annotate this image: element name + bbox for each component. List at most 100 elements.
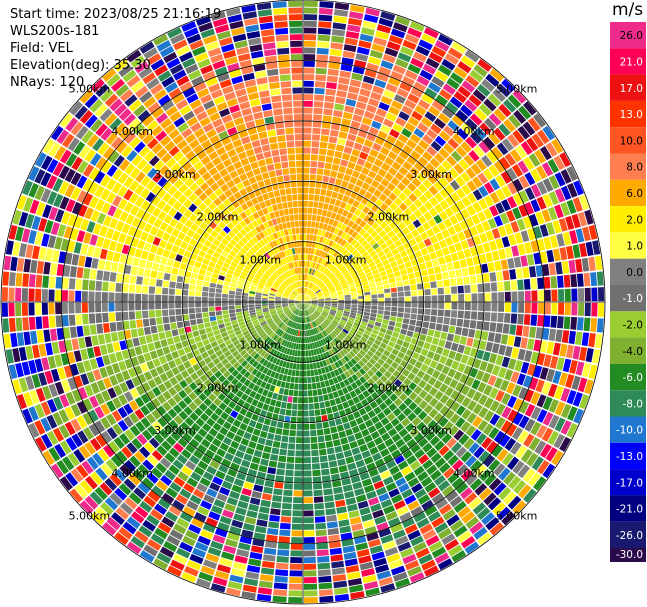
radar-gate: [500, 334, 509, 345]
radar-gate: [450, 192, 461, 203]
radar-gate: [262, 263, 269, 270]
radar-gate: [455, 146, 467, 158]
radar-gate: [265, 316, 272, 321]
radar-gate: [312, 389, 318, 396]
radar-gate: [128, 302, 135, 311]
radar-gate: [240, 393, 249, 402]
radar-gate: [474, 483, 488, 496]
radar-gate: [157, 176, 168, 188]
radar-gate: [323, 329, 329, 336]
radar-gate: [135, 385, 146, 396]
radar-gate: [407, 412, 417, 422]
radar-gate: [326, 281, 332, 287]
radar-gate: [392, 187, 402, 197]
radar-gate: [143, 326, 151, 336]
radar-gate: [195, 227, 205, 236]
radar-gate: [173, 523, 187, 535]
radar-gate: [384, 388, 394, 397]
radar-gate: [351, 523, 364, 532]
radar-gate: [315, 375, 320, 383]
radar-gate: [271, 333, 277, 340]
radar-gate: [364, 526, 377, 535]
radar-gate: [461, 408, 472, 420]
radar-gate: [341, 443, 351, 452]
radar-gate: [124, 459, 137, 473]
radar-gate: [327, 232, 334, 240]
radar-gate: [395, 477, 407, 487]
radar-gate: [520, 449, 533, 463]
radar-gate: [487, 218, 497, 230]
radar-gate: [221, 331, 228, 338]
radar-gate: [310, 295, 317, 299]
radar-gate: [558, 372, 568, 387]
radar-ray: [304, 152, 571, 302]
radar-gate: [336, 172, 345, 180]
radar-gate: [281, 299, 288, 302]
radar-gate: [220, 551, 235, 561]
radar-gate: [341, 282, 348, 287]
radar-gate: [210, 182, 220, 192]
radar-gate: [228, 302, 235, 306]
radar-gate: [282, 361, 287, 368]
radar-gate: [202, 338, 210, 346]
radar-gate: [128, 284, 136, 293]
radar-gate: [114, 468, 127, 482]
radar-gate: [362, 281, 369, 286]
radar-gate: [511, 347, 520, 359]
radar-gate: [99, 344, 108, 356]
radar-gate: [346, 503, 358, 512]
radar-gate: [313, 248, 317, 255]
radar-gate: [356, 46, 370, 56]
radar-gate: [268, 521, 280, 529]
radar-gate: [299, 310, 302, 317]
radar-gate: [193, 433, 204, 443]
radar-gate: [323, 169, 331, 177]
radar-gate: [145, 260, 153, 270]
radar-gate: [550, 276, 558, 289]
radar-gate: [73, 241, 82, 254]
radar-gate: [324, 260, 329, 267]
radar-gate: [227, 366, 236, 374]
radar-gate: [477, 172, 489, 185]
radar-gate: [272, 325, 278, 332]
radar-ray: [304, 303, 516, 526]
radar-gate: [499, 434, 511, 448]
radar-gate: [112, 168, 124, 181]
radar-gate: [456, 318, 464, 327]
radar-gate: [378, 492, 390, 503]
radar-gate: [345, 139, 355, 148]
radar-gate: [68, 278, 76, 290]
radar-gate: [329, 197, 337, 205]
radar-gate: [168, 207, 178, 218]
radar-gate: [231, 519, 244, 529]
radar-gate: [288, 299, 295, 301]
radar-gate: [319, 361, 324, 368]
radar-gate: [90, 209, 100, 222]
radar-gate: [304, 299, 311, 302]
radar-gate: [371, 329, 379, 335]
radar-gate: [351, 293, 358, 297]
radar-gate: [318, 298, 325, 301]
radar-gate: [463, 319, 470, 328]
radar-gate: [448, 270, 456, 279]
radar-gate: [343, 551, 357, 560]
radar-gate: [311, 299, 318, 301]
radar-gate: [324, 196, 331, 204]
radar-gate: [242, 289, 249, 294]
radar-gate: [158, 355, 168, 365]
radar-gate: [5, 240, 14, 255]
radar-gate: [346, 353, 353, 360]
radar-gate: [284, 309, 291, 314]
radar-gate: [119, 159, 131, 171]
radar-gate: [306, 274, 309, 281]
radar-gate: [558, 217, 568, 232]
radar-gate: [374, 458, 385, 468]
radar-gate: [189, 381, 198, 391]
radar-gate: [135, 171, 146, 183]
radar-gate: [271, 378, 278, 386]
radar-gate: [127, 226, 137, 237]
radar-gate: [485, 362, 495, 374]
radar-gate: [319, 332, 324, 339]
radar-gate: [324, 231, 330, 238]
radar-gate: [317, 306, 324, 310]
